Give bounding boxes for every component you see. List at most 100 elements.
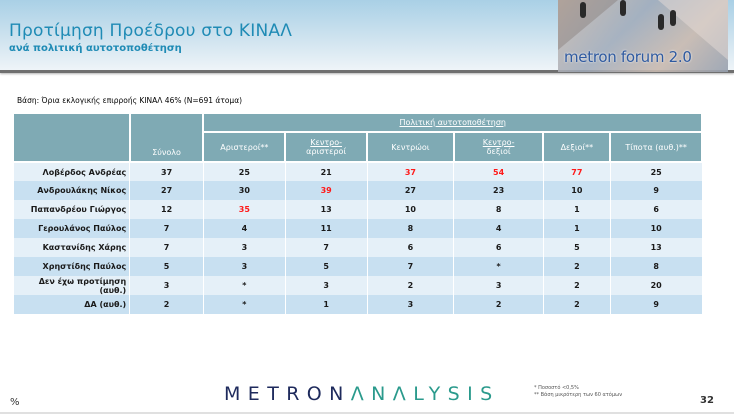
- candidate-name: Γερουλάνος Παύλος: [12, 219, 131, 238]
- results-table: Σύνολο Πολιτική αυτοτοποθέτηση Αριστεροί…: [12, 112, 703, 314]
- table-row: Καστανίδης Χάρης 7 3 7 6 6 5 13: [12, 238, 703, 257]
- cell-total: 7: [129, 219, 204, 238]
- candidate-name: Δεν έχω προτίμηση (αυθ.): [12, 276, 131, 295]
- cell-value: 1: [284, 295, 368, 314]
- brand-part-1: METRON: [224, 383, 351, 405]
- header-band: Προτίμηση Προέδρου στο ΚΙΝΑΛ ανά πολιτικ…: [0, 0, 734, 73]
- logo-figure: [658, 14, 664, 30]
- cell-total: 7: [129, 238, 204, 257]
- cell-value: 9: [609, 295, 703, 314]
- header-label: Κεντρο-: [310, 138, 342, 147]
- header-none: Τίποτα (αυθ.)**: [609, 131, 703, 163]
- header-blank: [12, 112, 131, 163]
- cell-value: 9: [609, 181, 703, 200]
- header-left: Αριστεροί**: [202, 131, 287, 163]
- cell-value: 2: [366, 276, 455, 295]
- cell-total: 27: [129, 181, 204, 200]
- header-label: αριστεροί: [306, 147, 347, 156]
- cell-value: *: [202, 276, 286, 295]
- cell-value: 8: [453, 200, 544, 219]
- logo-decor: [558, 0, 618, 50]
- header-label: δεξιοί: [486, 147, 511, 156]
- cell-value: 8: [366, 219, 455, 238]
- cell-value: 3: [366, 295, 455, 314]
- footnote-2: ** Βάση μικρότερη των 60 ατόμων: [534, 392, 622, 398]
- logo-decor: [658, 0, 728, 60]
- cell-value: 1: [542, 219, 611, 238]
- brand-part-2: ΛNΛLYSIS: [350, 383, 500, 405]
- cell-value: 3: [202, 257, 286, 276]
- cell-value: 3: [202, 238, 286, 257]
- footnote-1: * Ποσοστό <0,5%: [534, 385, 579, 391]
- cell-value: 8: [609, 257, 703, 276]
- metron-analysis-logo: METRONΛNΛLYSIS: [224, 383, 500, 405]
- table-row: Ανδρουλάκης Νίκος 27 30 39 27 23 10 9: [12, 181, 703, 200]
- cell-value: 10: [366, 200, 455, 219]
- header-group: Πολιτική αυτοτοποθέτηση: [202, 112, 703, 133]
- cell-value: *: [202, 295, 286, 314]
- cell-total: 5: [129, 257, 204, 276]
- candidate-name: Λοβέρδος Ανδρέας: [12, 162, 131, 181]
- table-row: Χρηστίδης Παύλος 5 3 5 7 * 2 8: [12, 257, 703, 276]
- table-row: Γερουλάνος Παύλος 7 4 11 8 4 1 10: [12, 219, 703, 238]
- logo-figure: [670, 10, 676, 26]
- header-center-left: Κεντρο-αριστεροί: [284, 131, 369, 163]
- cell-value: 13: [609, 238, 703, 257]
- cell-value: 27: [366, 181, 455, 200]
- table-row: Λοβέρδος Ανδρέας 37 25 21 37 54 77 25: [12, 162, 703, 181]
- cell-value: 10: [609, 219, 703, 238]
- group-label: Πολιτική αυτοτοποθέτηση: [399, 118, 506, 127]
- table-row: Δεν έχω προτίμηση (αυθ.) 3 * 3 2 3 2 20: [12, 276, 703, 295]
- table-row: ΔΑ (αυθ.) 2 * 1 3 2 2 9: [12, 295, 703, 314]
- page-number: 32: [700, 395, 714, 406]
- header-center: Κεντρώοι: [366, 131, 455, 163]
- cell-value: 5: [284, 257, 368, 276]
- cell-total: 12: [129, 200, 204, 219]
- table-row: Παπανδρέου Γιώργος 12 35 13 10 8 1 6: [12, 200, 703, 219]
- cell-value: 13: [284, 200, 368, 219]
- cell-total: 37: [129, 162, 204, 181]
- cell-value: 6: [453, 238, 544, 257]
- cell-value-highlight: 54: [453, 162, 544, 181]
- candidate-name: Ανδρουλάκης Νίκος: [12, 181, 131, 200]
- logo-text: metron forum 2.0: [564, 48, 692, 66]
- cell-value-highlight: 77: [542, 162, 611, 181]
- cell-value: 4: [453, 219, 544, 238]
- cell-total: 2: [129, 295, 204, 314]
- cell-value: 7: [284, 238, 368, 257]
- page-subtitle: ανά πολιτική αυτοτοποθέτηση: [9, 43, 182, 54]
- candidate-name: Καστανίδης Χάρης: [12, 238, 131, 257]
- cell-value-highlight: 39: [284, 181, 368, 200]
- cell-value: 2: [542, 257, 611, 276]
- cell-value: 7: [366, 257, 455, 276]
- cell-value: 20: [609, 276, 703, 295]
- cell-value: 21: [284, 162, 368, 181]
- cell-value: 3: [284, 276, 368, 295]
- cell-value: 30: [202, 181, 286, 200]
- cell-value: 1: [542, 200, 611, 219]
- metron-forum-logo: metron forum 2.0: [558, 0, 728, 72]
- header-label: Κεντρο-: [482, 138, 515, 147]
- cell-value-highlight: 35: [202, 200, 286, 219]
- candidate-name: Παπανδρέου Γιώργος: [12, 200, 131, 219]
- cell-value: 5: [542, 238, 611, 257]
- cell-value-highlight: 37: [366, 162, 455, 181]
- cell-value: 3: [453, 276, 544, 295]
- cell-value: 25: [609, 162, 703, 181]
- page-title: Προτίμηση Προέδρου στο ΚΙΝΑΛ: [9, 21, 293, 41]
- cell-value: 2: [542, 276, 611, 295]
- header-total: Σύνολο: [128, 112, 205, 163]
- cell-value: *: [453, 257, 544, 276]
- candidate-name: ΔΑ (αυθ.): [12, 295, 131, 314]
- cell-value: 6: [609, 200, 703, 219]
- cell-value: 23: [453, 181, 544, 200]
- logo-figure: [620, 0, 626, 16]
- percent-unit-label: %: [10, 397, 20, 408]
- cell-value: 11: [284, 219, 368, 238]
- footer-divider: [0, 412, 734, 414]
- cell-total: 3: [129, 276, 204, 295]
- logo-figure: [580, 2, 586, 18]
- header-right: Δεξιοί**: [542, 131, 612, 163]
- footnotes: * Ποσοστό <0,5% ** Βάση μικρότερη των 60…: [534, 385, 622, 399]
- cell-value: 4: [202, 219, 286, 238]
